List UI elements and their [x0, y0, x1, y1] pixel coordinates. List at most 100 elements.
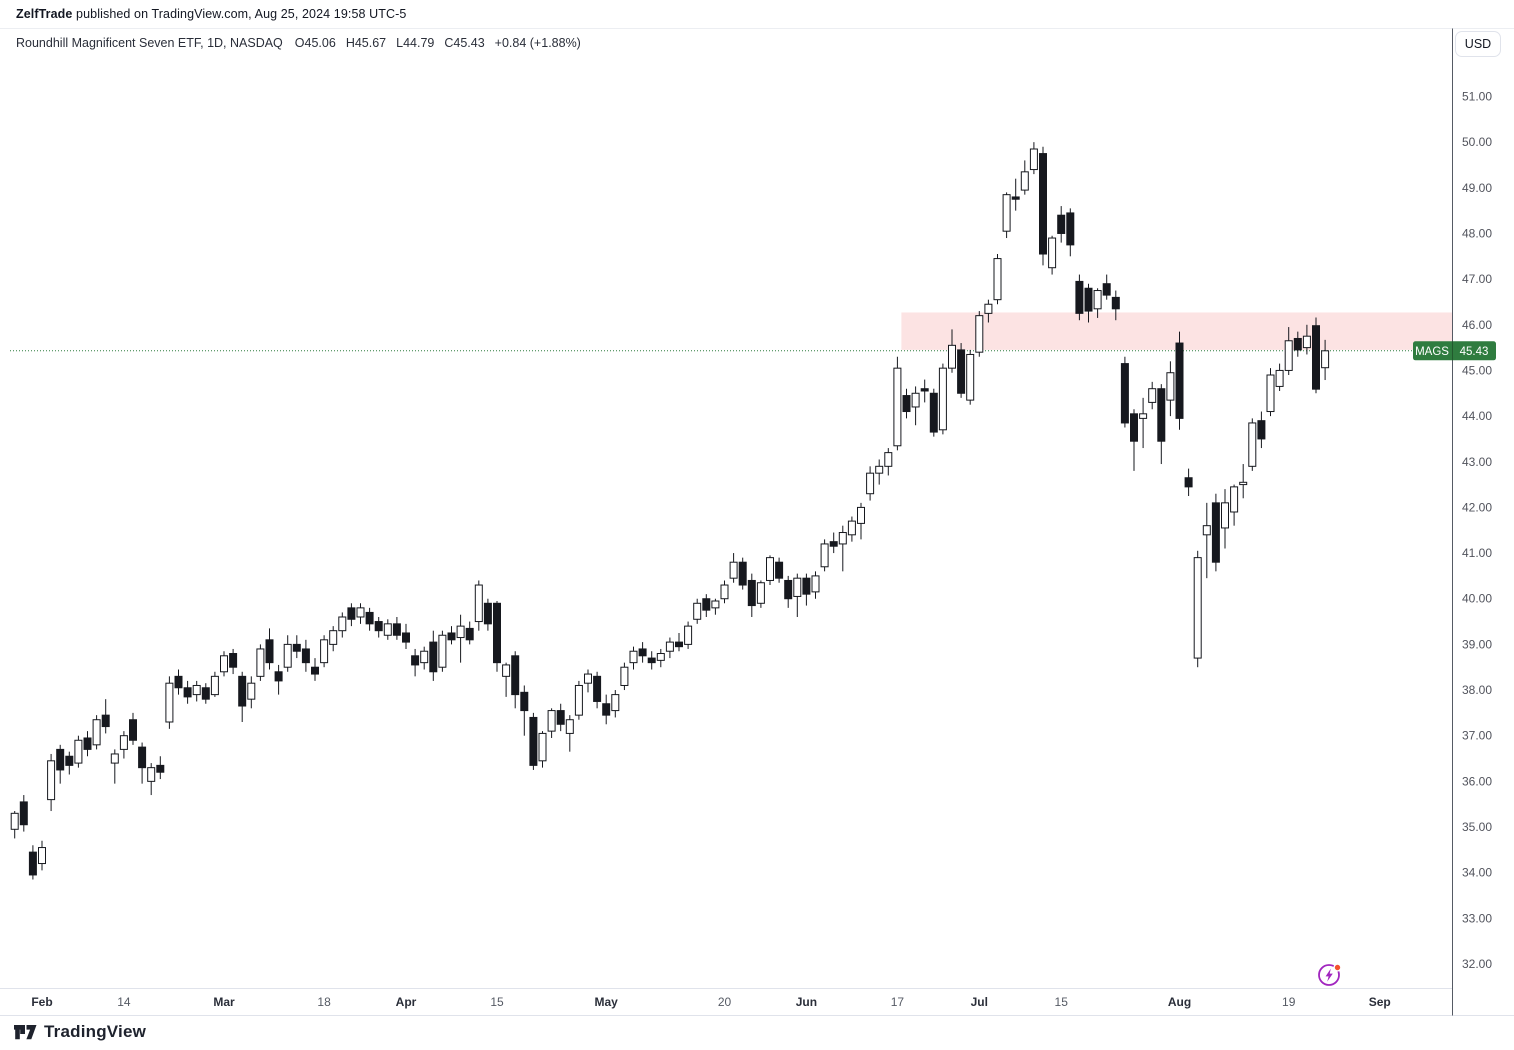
candle-jun-27: [957, 343, 966, 398]
candle-may-31: [793, 573, 802, 617]
candle-jun-17: [893, 356, 902, 451]
candle-jun-14: [884, 448, 893, 476]
candle-aug-20: [1293, 331, 1302, 357]
candle-jul-15: [1057, 206, 1066, 243]
candle-may-3: [620, 662, 629, 691]
candle-mar-28: [392, 616, 401, 640]
candle-mar-12: [283, 635, 292, 672]
candle-jul-25: [1130, 409, 1138, 471]
currency-toggle-button[interactable]: USD: [1455, 31, 1501, 57]
candle-may-1: [602, 694, 611, 725]
candle-feb-27: [192, 680, 201, 702]
candle-feb-16: [138, 742, 147, 784]
candle-may-2: [611, 690, 620, 718]
price-tick: 37.00: [1462, 729, 1492, 743]
candle-mar-11: [274, 664, 283, 695]
legend-high: H45.67: [345, 36, 387, 50]
candle-apr-2: [411, 648, 420, 677]
candle-apr-5: [438, 630, 447, 672]
price-tick: 34.00: [1462, 866, 1492, 880]
boost-button[interactable]: [1316, 960, 1344, 988]
candle-may-21: [729, 553, 738, 583]
candle-mar-19: [329, 626, 338, 652]
time-tick: 20: [718, 995, 732, 1009]
candle-apr-22: [538, 731, 547, 768]
time-axis[interactable]: Feb 14 Mar 18 Apr 15 May 20 Jun 17 Jul 15 Aug 19 Sep: [31, 995, 1390, 1009]
price-axis[interactable]: 32.00 33.00 34.00 35.00 36.00 37.00 38.00 39.00…: [1462, 90, 1492, 971]
candle-jul-31: [1166, 361, 1175, 417]
candle-feb-13: [110, 749, 119, 784]
candle-feb-28: [201, 683, 210, 704]
candle-may-20: [720, 580, 729, 604]
candle-feb-1: [38, 840, 46, 871]
candle-apr-23: [547, 708, 556, 738]
price-tick: 43.00: [1462, 455, 1492, 469]
candle-feb-20: [147, 763, 156, 796]
price-tick: 38.00: [1462, 683, 1492, 697]
candle-may-8: [647, 651, 656, 670]
time-tick: Feb: [31, 995, 52, 1009]
price-tick: 41.00: [1462, 546, 1492, 560]
candle-may-29: [775, 557, 784, 583]
time-tick: 15: [1055, 995, 1069, 1009]
candle-may-6: [629, 646, 638, 670]
candle-jul-9: [1020, 160, 1029, 195]
candle-aug-14: [1257, 411, 1266, 449]
candle-mar-21: [347, 603, 356, 627]
candle-aug-19: [1284, 327, 1293, 376]
attribution-author: ZelfTrade: [16, 7, 73, 21]
candle-apr-25: [565, 715, 574, 752]
candle-mar-4: [229, 648, 238, 675]
footer-brand-text[interactable]: TradingView: [44, 1022, 147, 1041]
candle-aug-16: [1275, 363, 1284, 391]
candle-feb-15: [129, 712, 137, 745]
candle-mar-18: [320, 635, 329, 668]
candle-may-30: [784, 575, 793, 608]
price-tick: 51.00: [1462, 90, 1492, 104]
candle-may-13: [675, 632, 683, 652]
price-tick: 50.00: [1462, 135, 1492, 149]
candle-jun-4: [811, 571, 820, 599]
candle-jul-2: [984, 299, 993, 323]
time-tick: Sep: [1369, 995, 1391, 1009]
tradingview-logo: [14, 1024, 37, 1039]
candle-jun-11: [857, 502, 865, 540]
candle-jun-26: [948, 329, 956, 373]
candle-aug-9: [1230, 484, 1239, 526]
candle-jun-3: [802, 573, 811, 606]
candle-jun-24: [929, 388, 938, 437]
candle-aug-22: [1312, 317, 1320, 394]
candle-apr-19: [529, 712, 538, 770]
candle-jul-10: [1029, 142, 1038, 175]
candle-apr-29: [584, 669, 592, 693]
candle-aug-21: [1302, 324, 1311, 355]
last-price-label: MAGS 45.43: [1413, 341, 1496, 361]
candle-feb-5: [56, 744, 65, 784]
candle-apr-12: [483, 598, 492, 631]
candle-may-9: [656, 648, 665, 668]
candle-aug-5: [1193, 550, 1202, 668]
candle-feb-14: [119, 731, 128, 759]
candle-may-24: [756, 580, 765, 608]
candle-aug-8: [1221, 489, 1229, 549]
boost-lightning-icon: [1318, 963, 1342, 986]
time-tick: 17: [891, 995, 905, 1009]
candle-jul-29: [1148, 381, 1157, 410]
symbol-title[interactable]: Roundhill Magnificent Seven ETF, 1D, NAS…: [16, 36, 283, 50]
candle-jul-18: [1084, 283, 1093, 323]
candle-apr-16: [502, 662, 511, 697]
candle-jul-3: [993, 254, 1002, 305]
price-tick: 44.00: [1462, 409, 1492, 423]
time-tick: Jul: [971, 995, 988, 1009]
candle-jul-19: [1093, 288, 1102, 318]
symbol-legend[interactable]: Roundhill Magnificent Seven ETF, 1D, NAS…: [16, 36, 581, 50]
candle-mar-27: [383, 619, 392, 640]
footer-branding[interactable]: TradingView: [14, 1022, 146, 1042]
candle-jun-25: [938, 363, 947, 435]
candle-may-10: [665, 637, 674, 659]
candle-jan-29: [10, 811, 19, 839]
candle-jun-18: [902, 388, 911, 419]
candle-jul-12: [1048, 235, 1057, 275]
